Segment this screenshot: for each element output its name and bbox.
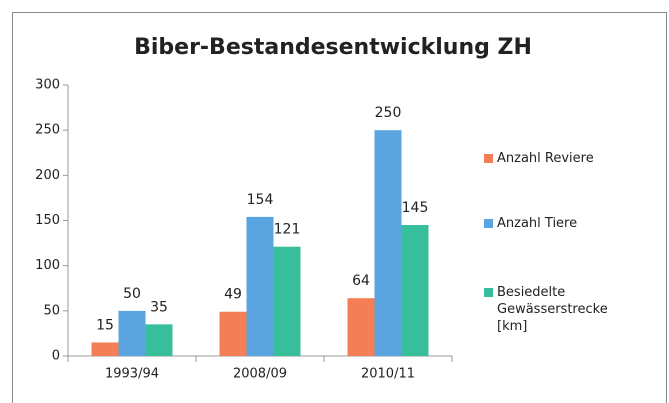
x-tick-label: 2010/11 (361, 367, 415, 382)
legend-item: Anzahl Reviere (484, 150, 647, 167)
legend-swatch (484, 154, 493, 163)
bar (374, 130, 402, 356)
legend-item: Anzahl Tiere (484, 215, 647, 232)
bar (273, 246, 301, 356)
bar (219, 311, 247, 356)
data-label: 50 (123, 286, 141, 302)
chart-border (12, 12, 667, 403)
data-label: 154 (247, 192, 274, 208)
bar (401, 225, 429, 356)
legend-label: Anzahl Tiere (497, 216, 578, 231)
data-label: 49 (224, 287, 242, 303)
data-label: 35 (150, 299, 168, 315)
y-tick-label: 200 (35, 168, 60, 183)
bar (246, 216, 274, 356)
y-tick-label: 250 (35, 123, 60, 138)
bar (347, 298, 375, 356)
x-tick-label: 1993/94 (105, 367, 159, 382)
y-tick-label: 100 (35, 258, 60, 273)
y-tick-label: 300 (35, 78, 60, 93)
legend-swatch (484, 288, 493, 297)
y-tick-label: 0 (52, 349, 60, 364)
bar (145, 324, 173, 356)
x-tick-label: 2008/09 (233, 367, 287, 382)
data-label: 250 (375, 105, 402, 121)
bar (118, 310, 146, 356)
data-label: 121 (274, 222, 301, 238)
y-tick-label: 50 (43, 303, 60, 318)
chart-title: Biber-Bestandesentwicklung ZH (134, 35, 532, 60)
legend-label: Besiedelte Gewässerstrecke [km] (497, 285, 608, 334)
legend-swatch (484, 219, 493, 228)
data-label: 145 (402, 200, 429, 216)
legend-label: Anzahl Reviere (497, 151, 594, 166)
data-label: 64 (352, 273, 370, 289)
y-tick-label: 150 (35, 213, 60, 228)
bar (91, 342, 119, 356)
data-label: 15 (96, 317, 114, 333)
legend-item: Besiedelte Gewässerstrecke [km] (484, 284, 617, 335)
